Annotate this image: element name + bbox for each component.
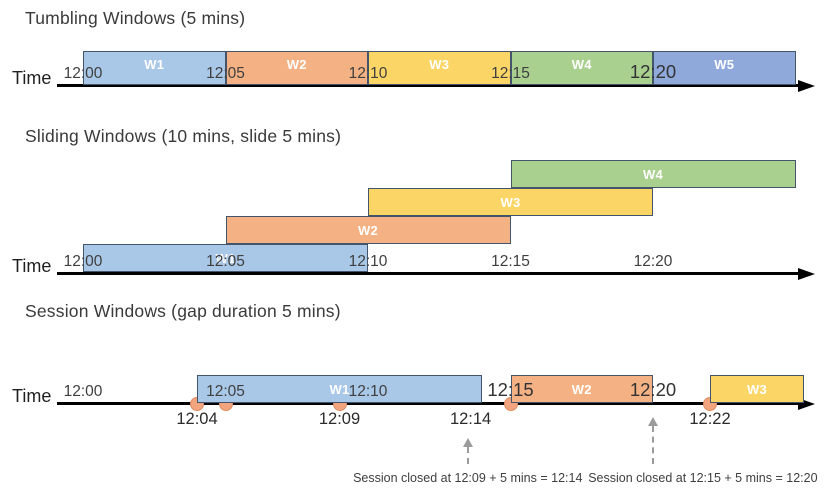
window-w3-bar: W3	[710, 375, 805, 403]
callout-arrow-stem	[466, 447, 469, 464]
time-tick-label: 12:00	[63, 253, 103, 270]
window-label: W2	[357, 222, 379, 238]
axis-arrow-icon	[798, 80, 815, 92]
time-axis	[57, 84, 799, 87]
section-title: Session Windows (gap duration 5 mins)	[25, 301, 341, 321]
window-label: W3	[429, 57, 450, 72]
callout-arrow-icon	[462, 438, 473, 447]
axis-arrow-icon	[798, 268, 815, 280]
time-axis	[57, 272, 799, 275]
time-axis-label: Time	[12, 256, 52, 276]
window-w1-bar: W1	[197, 375, 482, 403]
window-w2-bar: W2	[225, 51, 368, 85]
callout-arrow-stem	[652, 426, 654, 464]
window-w5-bar: W5	[653, 51, 796, 85]
window-w3-bar: W3	[368, 188, 653, 216]
time-tick-label: 12:20	[633, 253, 673, 270]
window-w4-bar: W4	[510, 51, 653, 85]
time-tick-label: 12:00	[63, 383, 103, 400]
window-w1-bar: W1	[83, 244, 368, 272]
window-w1-bar: W1	[83, 51, 226, 85]
window-label: W4	[571, 57, 592, 72]
window-label: W2	[571, 381, 592, 397]
section-title: Tumbling Windows (5 mins)	[25, 8, 246, 28]
window-label: W1	[215, 250, 236, 266]
window-w4-bar: W4	[510, 160, 796, 188]
window-w3-bar: W3	[368, 51, 511, 85]
time-axis-label: Time	[12, 386, 52, 406]
time-axis-label: Time	[12, 68, 52, 88]
time-tick-label: 12:15	[487, 379, 534, 400]
window-label: W3	[746, 381, 768, 397]
time-tick-label: 12:20	[629, 379, 677, 400]
window-label: W3	[500, 194, 521, 210]
window-label: W2	[286, 57, 307, 72]
event-time-label: 12:04	[176, 410, 218, 428]
time-tick-label: 12:10	[348, 65, 388, 82]
time-tick-label: 12:15	[491, 65, 530, 82]
time-tick-label: 12:05	[206, 253, 245, 270]
window-w2-bar: W2	[510, 375, 653, 403]
time-tick-label: 12:20	[629, 61, 677, 82]
time-tick-label: 12:10	[348, 253, 388, 270]
window-label: W1	[144, 57, 165, 72]
callout-text: Session closed at 12:09 + 5 mins = 12:14	[353, 471, 583, 485]
time-tick-label: 12:05	[206, 383, 245, 400]
time-axis	[57, 402, 799, 405]
callout-arrow-icon	[648, 417, 658, 426]
window-label: W1	[329, 381, 350, 397]
window-w2-bar: W2	[225, 216, 511, 244]
window-label: W4	[642, 166, 664, 182]
time-tick-label: 12:10	[348, 383, 388, 400]
event-time-label: 12:14	[449, 410, 492, 428]
time-tick-label: 12:15	[491, 253, 530, 270]
time-tick-label: 12:05	[206, 65, 245, 82]
event-time-label: 12:22	[689, 410, 731, 428]
section-title: Sliding Windows (10 mins, slide 5 mins)	[25, 126, 342, 146]
event-time-label: 12:09	[318, 410, 361, 428]
callout-text: Session closed at 12:15 + 5 mins = 12:20	[588, 471, 818, 485]
window-label: W5	[714, 57, 735, 72]
time-tick-label: 12:00	[63, 65, 103, 82]
